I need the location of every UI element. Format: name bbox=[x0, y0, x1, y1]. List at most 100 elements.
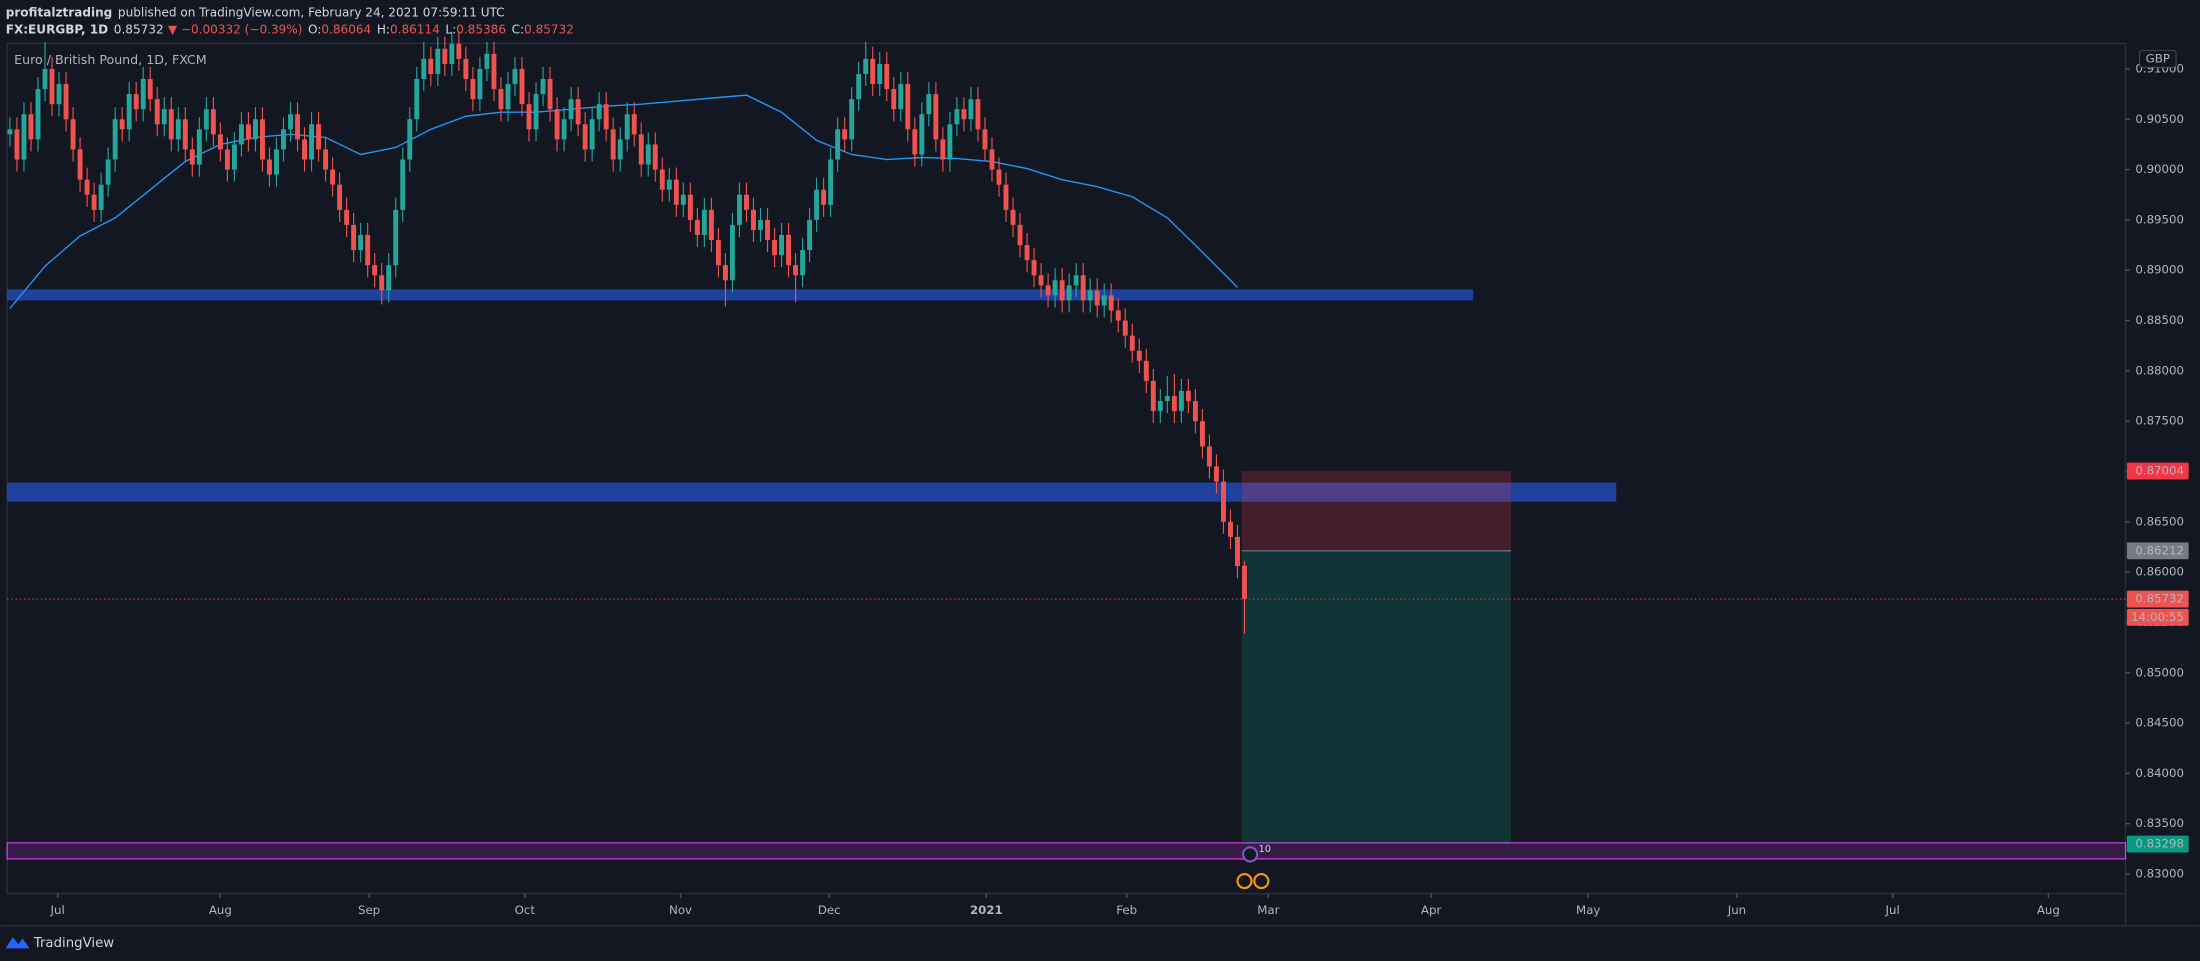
y-tick-label: 0.88500 bbox=[2135, 313, 2184, 327]
candle-body bbox=[463, 58, 469, 80]
x-tick-label: Feb bbox=[1116, 903, 1137, 917]
event-marker bbox=[1242, 846, 1259, 863]
candle-body bbox=[1087, 290, 1093, 301]
candle-body bbox=[596, 104, 602, 120]
candle-body bbox=[961, 109, 967, 120]
candle-body bbox=[288, 114, 293, 130]
x-tick-label: Apr bbox=[1421, 903, 1442, 917]
candle-body bbox=[1213, 466, 1219, 482]
legend-title: Euro / British Pound, 1D, FXCM bbox=[14, 52, 206, 67]
candle-body bbox=[344, 209, 350, 225]
candle-body bbox=[77, 149, 83, 180]
candle-body bbox=[1003, 184, 1009, 210]
y-tick-label: 0.83000 bbox=[2135, 867, 2184, 881]
candle-body bbox=[42, 68, 48, 90]
candle-body bbox=[337, 184, 343, 210]
candle-body bbox=[1122, 320, 1128, 336]
candle-body bbox=[1031, 260, 1037, 276]
candle-body bbox=[1059, 280, 1065, 301]
candle-body bbox=[260, 119, 265, 160]
candle-body bbox=[175, 119, 181, 140]
candle-body bbox=[316, 124, 322, 150]
x-tick-label: Nov bbox=[669, 903, 692, 917]
candle-body bbox=[1094, 290, 1100, 306]
candle-body bbox=[1199, 421, 1205, 447]
candle-body bbox=[729, 224, 735, 281]
candle-body bbox=[456, 43, 462, 59]
candle-body bbox=[975, 99, 981, 130]
candle-body bbox=[400, 159, 406, 210]
candle-body bbox=[302, 139, 307, 160]
event-marker bbox=[1253, 872, 1270, 890]
candle-body bbox=[779, 235, 784, 256]
y-tick-label: 0.84500 bbox=[2135, 716, 2184, 730]
candle-body bbox=[84, 179, 90, 195]
stop-label: 0.87004 bbox=[2135, 464, 2184, 478]
candle-body bbox=[379, 275, 385, 291]
candle-body bbox=[35, 89, 41, 140]
published: published on TradingView.com, February 2… bbox=[118, 5, 505, 19]
y-tick-label: 0.85000 bbox=[2135, 665, 2184, 679]
candle-body bbox=[589, 119, 595, 150]
ohlc-label: O: bbox=[308, 22, 321, 36]
candle-body bbox=[245, 124, 251, 140]
candle-body bbox=[477, 68, 483, 100]
zone bbox=[7, 289, 1474, 301]
candle-body bbox=[1178, 390, 1184, 412]
candle-body bbox=[358, 235, 364, 251]
candle-body bbox=[1129, 335, 1135, 351]
candle-body bbox=[631, 114, 637, 135]
candle-body bbox=[772, 240, 777, 256]
last-price-label-bg bbox=[2126, 590, 2189, 608]
candle-body bbox=[842, 129, 848, 140]
candle-body bbox=[281, 129, 286, 150]
brand: TradingView bbox=[5, 936, 114, 951]
ohlc-value: 0.86064 bbox=[321, 22, 371, 36]
candle-body bbox=[372, 265, 378, 276]
candle-body bbox=[252, 119, 258, 140]
candle-body bbox=[1108, 295, 1114, 311]
candle-body bbox=[1164, 396, 1170, 402]
currency: GBP bbox=[2146, 51, 2170, 65]
candle-body bbox=[449, 43, 455, 64]
candle-body bbox=[835, 129, 841, 160]
candle-body bbox=[786, 235, 792, 266]
risk-box bbox=[1241, 471, 1512, 551]
candle-body bbox=[217, 134, 223, 150]
candle-body bbox=[1206, 446, 1212, 467]
candle-body bbox=[982, 129, 988, 150]
candle-body bbox=[540, 79, 546, 95]
y-tick-label: 0.89500 bbox=[2135, 212, 2184, 226]
candle-body bbox=[498, 89, 504, 110]
candle-body bbox=[14, 129, 20, 160]
candle-body bbox=[1052, 280, 1058, 296]
candle-body bbox=[1242, 565, 1247, 600]
y-tick-label: 0.84000 bbox=[2135, 766, 2184, 780]
candle-body bbox=[407, 119, 413, 160]
candle-body bbox=[1192, 401, 1198, 422]
candle-body bbox=[989, 149, 995, 170]
countdown: 14:00:55 bbox=[2131, 610, 2184, 624]
candle-body bbox=[1024, 245, 1030, 261]
candle-body bbox=[274, 149, 279, 175]
candle-body bbox=[793, 265, 799, 276]
candle-body bbox=[154, 99, 160, 125]
x-tick-label: Aug bbox=[2037, 903, 2060, 917]
candle-body bbox=[112, 119, 118, 160]
candle-body bbox=[1010, 209, 1016, 225]
candle-body bbox=[1143, 360, 1149, 381]
candle-body bbox=[751, 209, 756, 230]
candle-body bbox=[877, 63, 883, 85]
candle-body bbox=[70, 119, 76, 150]
candle-body bbox=[1101, 295, 1107, 306]
candle-body bbox=[1045, 285, 1051, 296]
candle-body bbox=[526, 104, 532, 130]
candle-body bbox=[715, 240, 721, 266]
candle-body bbox=[484, 53, 490, 69]
candle-body bbox=[863, 58, 869, 74]
candle-body bbox=[996, 169, 1002, 185]
candle-body bbox=[898, 84, 904, 110]
plot-frame bbox=[6, 42, 2127, 895]
x-tick-label: Jun bbox=[1727, 903, 1746, 917]
x-tick-label: Jul bbox=[50, 903, 65, 917]
